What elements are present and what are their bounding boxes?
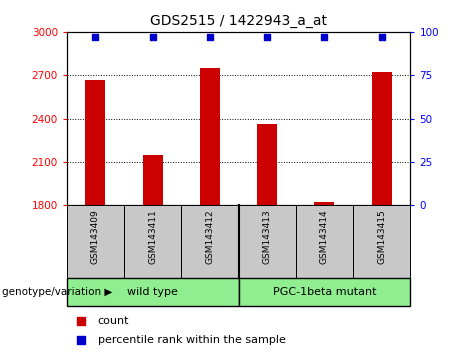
Point [321, 34, 328, 40]
Point [378, 34, 385, 40]
Text: GSM143409: GSM143409 [91, 209, 100, 264]
Bar [257, 124, 277, 205]
Bar [372, 72, 392, 205]
Text: GSM143414: GSM143414 [320, 209, 329, 264]
Bar [67, 205, 124, 278]
Text: count: count [98, 316, 129, 326]
Title: GDS2515 / 1422943_a_at: GDS2515 / 1422943_a_at [150, 14, 327, 28]
Text: genotype/variation ▶: genotype/variation ▶ [2, 287, 112, 297]
Point [206, 34, 213, 40]
Text: GSM143413: GSM143413 [263, 209, 272, 264]
Bar [296, 205, 353, 278]
Text: percentile rank within the sample: percentile rank within the sample [98, 335, 286, 345]
Bar [124, 205, 181, 278]
Point [264, 34, 271, 40]
Text: GSM143415: GSM143415 [377, 209, 386, 264]
Bar [143, 155, 163, 205]
Text: wild type: wild type [127, 287, 178, 297]
Text: GSM143411: GSM143411 [148, 209, 157, 264]
Point [92, 34, 99, 40]
Bar [314, 202, 334, 205]
Bar [239, 205, 296, 278]
Text: GSM143412: GSM143412 [206, 209, 214, 264]
Point [77, 318, 84, 324]
Text: PGC-1beta mutant: PGC-1beta mutant [272, 287, 376, 297]
Point [149, 34, 156, 40]
Bar [85, 80, 106, 205]
Bar [200, 68, 220, 205]
Bar [181, 205, 239, 278]
Bar [353, 205, 410, 278]
Point [77, 337, 84, 343]
Bar [67, 278, 239, 306]
Bar [239, 278, 410, 306]
